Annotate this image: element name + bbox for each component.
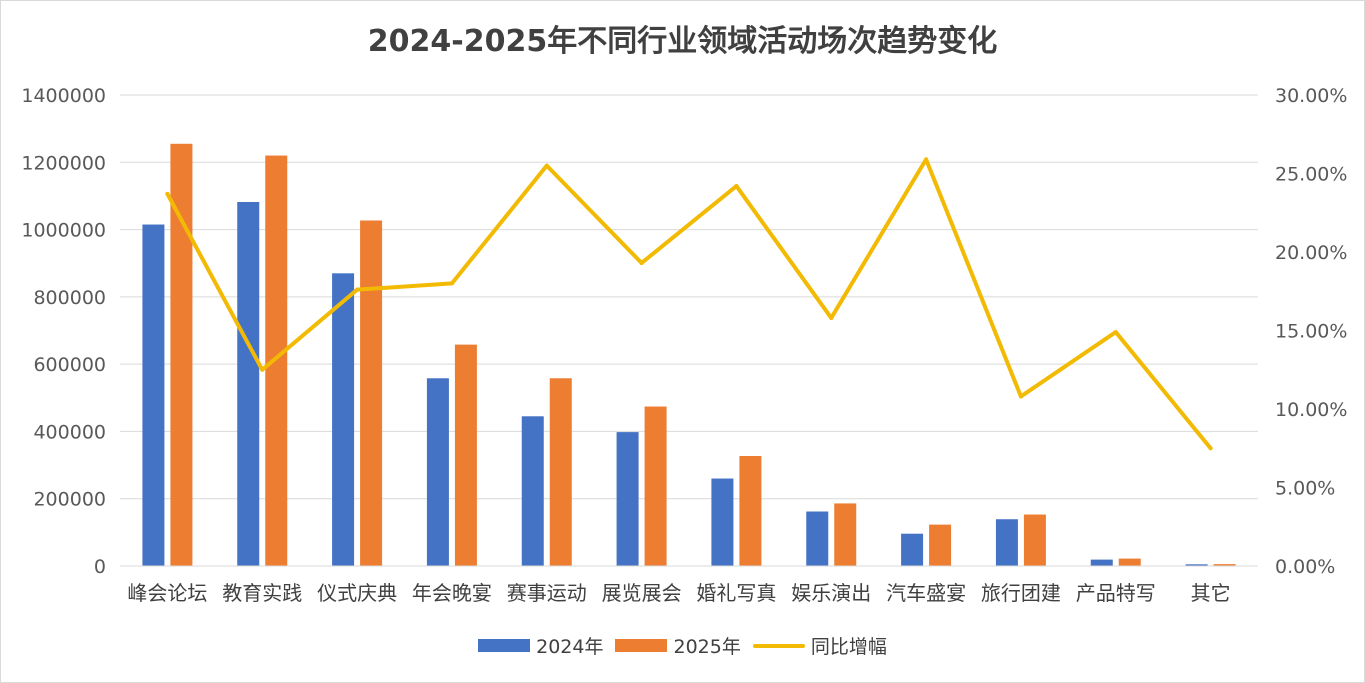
bar-2024 (995, 519, 1018, 566)
growth-point (355, 287, 360, 292)
bar-2025 (454, 344, 477, 566)
bar-2024 (806, 511, 829, 566)
bar-2024 (521, 416, 544, 566)
bar-2025 (1118, 558, 1141, 566)
legend-label-2024: 2024年 (536, 636, 604, 658)
bar-2024 (1090, 559, 1113, 566)
y-left-tick-label: 600000 (33, 354, 106, 376)
category-label: 旅行团建 (981, 581, 1061, 605)
legend-swatch-growth (752, 643, 805, 648)
bar-2025 (360, 220, 383, 566)
y-right-tick-label: 15.00% (1275, 321, 1347, 343)
legend-item-2024: 2024年 (478, 632, 603, 659)
legend-item-2025: 2025年 (615, 632, 741, 659)
growth-point (734, 184, 739, 189)
bar-2024 (237, 201, 260, 566)
growth-point (639, 260, 644, 265)
category-label: 赛事运动 (507, 581, 587, 605)
growth-point (449, 281, 454, 286)
y-left-tick-label: 800000 (33, 287, 106, 309)
chart-title: 2024-2025年不同行业领域活动场次趋势变化 (367, 24, 998, 59)
growth-point (924, 157, 929, 162)
bar-2024 (426, 378, 449, 566)
bar-2024 (142, 224, 165, 566)
category-label: 产品特写 (1076, 581, 1156, 605)
bar-2025 (1023, 514, 1046, 566)
y-left-tick-label: 1400000 (21, 85, 106, 107)
growth-point (260, 367, 265, 372)
legend-label-growth: 同比增幅 (810, 636, 887, 658)
category-label: 其它 (1191, 581, 1231, 605)
category-label: 娱乐演出 (791, 581, 871, 605)
y-left-tick-label: 200000 (33, 489, 106, 511)
growth-point (1018, 394, 1023, 399)
legend-swatch-2025 (615, 639, 668, 652)
y-right-tick-label: 5.00% (1275, 478, 1335, 500)
bar-2025 (170, 143, 193, 566)
bar-2025 (834, 503, 857, 566)
bar-2024 (1185, 564, 1208, 566)
bar-2025 (929, 524, 952, 566)
category-label: 汽车盛宴 (886, 581, 966, 605)
bar-2025 (549, 378, 572, 566)
growth-line (165, 157, 1213, 451)
category-label: 展览展会 (602, 581, 682, 605)
bar-2024 (332, 273, 355, 566)
chart-legend: 2024年 2025年 同比增幅 (0, 632, 1365, 659)
legend-item-growth: 同比增幅 (752, 632, 887, 659)
growth-point (544, 163, 549, 168)
bar-2024 (616, 432, 639, 566)
category-label: 峰会论坛 (127, 581, 207, 605)
y-left-tick-label: 400000 (33, 421, 106, 443)
y-right-tick-label: 30.00% (1275, 85, 1347, 107)
bar-2025 (265, 155, 288, 567)
y-right-tick-label: 10.00% (1275, 399, 1347, 421)
legend-label-2025: 2025年 (673, 636, 741, 658)
growth-point (829, 315, 834, 320)
growth-point (165, 191, 170, 196)
bar-2024 (901, 533, 924, 566)
bar-2025 (1213, 564, 1236, 566)
y-right-tick-label: 25.00% (1275, 164, 1347, 186)
bar-2025 (644, 406, 667, 566)
y-left-tick-label: 1000000 (21, 220, 106, 242)
category-label: 教育实践 (222, 581, 302, 605)
bar-2024 (711, 478, 734, 566)
bar-2025 (739, 455, 762, 566)
growth-point (1113, 330, 1118, 335)
y-left-tick-label: 0 (94, 556, 106, 578)
y-left-tick-label: 1200000 (21, 152, 106, 174)
growth-point (1208, 446, 1213, 451)
y-right-tick-label: 20.00% (1275, 242, 1347, 264)
category-label: 仪式庆典 (317, 581, 397, 605)
category-label: 年会晚宴 (412, 581, 492, 605)
y-right-tick-label: 0.00% (1275, 556, 1335, 578)
legend-swatch-2024 (478, 639, 531, 652)
category-label: 婚礼写真 (696, 581, 776, 605)
